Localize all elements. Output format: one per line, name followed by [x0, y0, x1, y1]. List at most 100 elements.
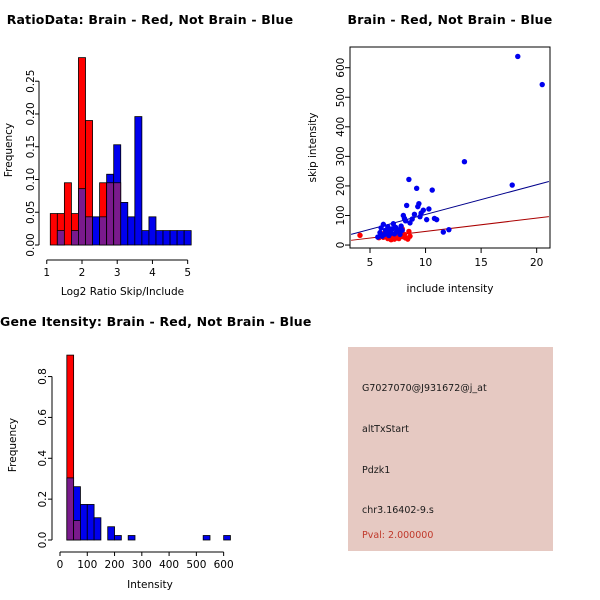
scatter-frame [349, 46, 551, 249]
intensity-histogram-svg: 0.0 0.2 0.4 0.6 0.8 Frequency 0 100 200 300 400 500… [7, 354, 234, 591]
x-tick-label: 1 [43, 267, 50, 279]
histogram-bar [127, 535, 136, 541]
x-tick-label: 2 [79, 267, 86, 279]
scatter-point [406, 228, 412, 235]
histogram-bar-overlap [56, 230, 65, 246]
scatter-point [402, 218, 409, 224]
scatter-point [433, 216, 440, 223]
intensity-histogram-axes: 0.0 0.2 0.4 0.6 0.8 Frequency 0 100 200 300 400 500… [7, 368, 234, 591]
x-tick-label: 0 [57, 559, 64, 571]
histogram-bar [148, 216, 157, 246]
histogram-bar [141, 230, 150, 246]
x-axis-title: Log2 Ratio Skip/Include [61, 286, 184, 298]
scatter-point [416, 200, 422, 207]
x-tick-label: 100 [77, 559, 97, 571]
scatter-point [399, 227, 405, 233]
y-tick-label: 400 [335, 117, 347, 137]
y-tick-label: 0.05 [25, 201, 37, 224]
ratio-histogram-axes: 0.00 0.05 0.10 0.15 0.20 0.25 Frequency 1 2 3 4 5Lo… [3, 70, 191, 298]
scatter-svg: 0 100 200 300 400 500 600 skip intensity 5 10 15 20… [307, 46, 551, 295]
scatter-points [357, 53, 545, 243]
histogram-bar [202, 535, 211, 541]
histogram-bar [114, 535, 122, 541]
scatter-point [385, 224, 391, 230]
y-tick-label: 0.00 [25, 233, 37, 256]
y-tick-label: 0.8 [37, 368, 49, 385]
y-tick-label: 0.0 [37, 532, 49, 549]
scatter-point [426, 206, 432, 212]
x-tick-label: 20 [530, 257, 543, 269]
x-tick-label: 200 [105, 559, 125, 571]
histogram-bar [223, 535, 231, 541]
gene-info-panel: G7027070@J931672@j_at altTxStart Pdzk1 c… [348, 347, 553, 551]
locus-label: chr3.16402-9.s [362, 505, 434, 516]
scatter-point [397, 231, 403, 238]
scatter-point [461, 158, 468, 165]
histogram-bar [63, 182, 72, 246]
histogram-bar [93, 517, 102, 541]
y-tick-label: 0.10 [25, 168, 37, 191]
scatter-point [539, 81, 545, 88]
y-axis-title: Frequency [3, 123, 15, 177]
histogram-bar-overlap [73, 520, 81, 541]
y-tick-label: 0 [335, 242, 347, 249]
ratio-histogram-svg: 0.00 0.05 0.10 0.15 0.20 0.25 Frequency 1 2 3 4 5Lo… [3, 57, 192, 298]
y-tick-label: 0.4 [37, 450, 49, 467]
histogram-bar [162, 230, 171, 246]
y-tick-label: 0.15 [25, 135, 37, 158]
scatter-point [423, 216, 430, 223]
pval-label: Pval: 2.000000 [362, 530, 434, 541]
y-tick-label: 500 [335, 87, 347, 107]
y-tick-label: 600 [335, 58, 347, 78]
plot-frame [349, 46, 551, 249]
ratio-histogram-panel: RatioData: Brain - Red, Not Brain - Blue… [0, 0, 300, 300]
histogram-bar [183, 230, 192, 246]
scatter-point [403, 202, 410, 209]
histogram-bar [176, 230, 185, 246]
ratio-histogram-bars [49, 57, 192, 246]
y-axis-title: skip intensity [307, 113, 319, 183]
histogram-bar [49, 213, 58, 246]
scatter-point [413, 185, 420, 191]
y-tick-label: 0.20 [25, 102, 37, 125]
x-tick-label: 10 [419, 257, 432, 269]
histogram-bar-overlap [113, 182, 122, 246]
scatter-point [406, 176, 412, 183]
histogram-bar [120, 202, 129, 246]
histogram-bar [107, 526, 115, 541]
scatter-point [509, 182, 515, 188]
histogram-bar [80, 504, 88, 541]
probeset-id-label: G7027070@J931672@j_at [362, 383, 487, 394]
gene-symbol-label: Pdzk1 [362, 465, 391, 476]
x-axis-title: Intensity [127, 579, 173, 591]
histogram-bar-overlap [71, 230, 79, 246]
y-tick-label: 0.2 [37, 491, 49, 508]
y-axis-title: Frequency [7, 418, 19, 472]
scatter-point [411, 211, 418, 218]
intensity-histogram-title: Gene Itensity: Brain - Red, Not Brain - … [0, 314, 312, 329]
scatter-point [409, 216, 415, 222]
histogram-bar [134, 116, 143, 246]
scatter-panel: Brain - Red, Not Brain - Blue 0 100 200 300… [300, 0, 600, 300]
scatter-point [407, 233, 413, 239]
scatter-point [375, 234, 381, 240]
event-type-label: altTxStart [362, 424, 409, 435]
scatter-point [429, 187, 435, 193]
x-tick-label: 500 [186, 559, 206, 571]
scatter-point [446, 226, 452, 233]
x-tick-label: 4 [149, 267, 156, 279]
ratio-histogram-title: RatioData: Brain - Red, Not Brain - Blue [6, 12, 294, 27]
scatter-axes: 0 100 200 300 400 500 600 skip intensity 5 10 15 20… [307, 58, 543, 295]
x-tick-label: 5 [367, 257, 374, 269]
scatter-point [440, 229, 447, 235]
scatter-point [357, 232, 363, 238]
x-tick-label: 3 [114, 267, 121, 279]
histogram-bar-overlap [99, 216, 108, 246]
histogram-bar-overlap [66, 477, 75, 541]
y-tick-label: 0.6 [37, 409, 49, 426]
histogram-bar-overlap [85, 216, 93, 246]
intensity-histogram-panel: Gene Itensity: Brain - Red, Not Brain - … [0, 300, 312, 600]
scatter-point [420, 207, 427, 213]
x-tick-label: 15 [474, 257, 487, 269]
